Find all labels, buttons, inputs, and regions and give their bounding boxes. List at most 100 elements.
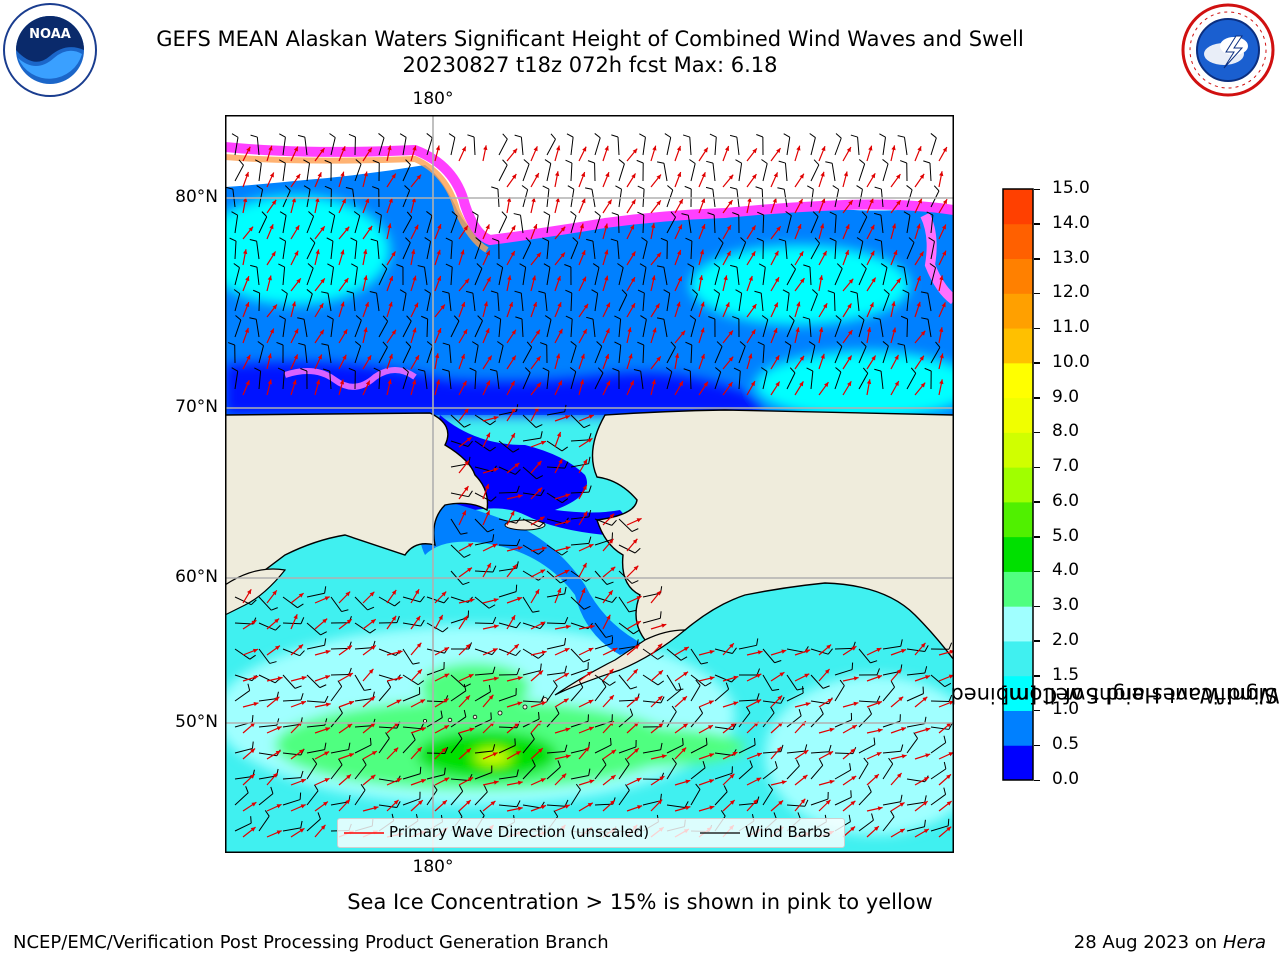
- wave-direction-arrow: [698, 147, 709, 162]
- wind-barb: [234, 159, 244, 182]
- wave-direction-arrow: [722, 751, 738, 760]
- wave-direction-arrow: [674, 224, 683, 240]
- wave-direction-arrow: [554, 773, 567, 786]
- wave-direction-arrow: [506, 173, 517, 188]
- wave-direction-arrow: [602, 223, 609, 240]
- wave-direction-arrow: [626, 538, 638, 552]
- wind-barb: [714, 367, 722, 390]
- wind-barb: [570, 237, 579, 260]
- wind-barb: [542, 237, 550, 260]
- wave-direction-arrow: [794, 355, 805, 370]
- wave-direction-arrow: [578, 587, 586, 604]
- wave-direction-arrow: [722, 381, 733, 396]
- wave-direction-arrow: [626, 747, 640, 760]
- wave-direction-arrow: [938, 250, 947, 266]
- wave-direction-arrow: [794, 223, 802, 240]
- wind-barb: [786, 759, 800, 780]
- wind-barb: [930, 723, 953, 730]
- wind-barb: [297, 134, 308, 156]
- wind-barb: [351, 263, 358, 286]
- colorbar-tick-mark: [1034, 709, 1040, 712]
- wind-barb: [930, 761, 947, 780]
- wind-barb: [471, 211, 479, 234]
- wave-direction-arrow: [746, 353, 753, 370]
- wind-barb: [546, 744, 568, 754]
- wind-barb: [802, 316, 812, 338]
- wind-barb: [354, 596, 375, 611]
- wind-barb: [900, 160, 908, 182]
- wave-direction-arrow: [866, 302, 874, 318]
- wave-direction-arrow: [938, 353, 944, 370]
- wind-barb: [474, 765, 493, 780]
- alaska-peninsula: [554, 629, 687, 696]
- wind-barb: [618, 674, 638, 690]
- wave-direction-arrow: [698, 753, 715, 760]
- wave-direction-arrow: [722, 356, 734, 370]
- wave-direction-arrow: [914, 330, 926, 344]
- wave-direction-arrow: [386, 145, 392, 162]
- wave-direction-arrow: [458, 146, 467, 162]
- wave-direction-arrow: [698, 172, 706, 188]
- wind-barb: [732, 316, 740, 338]
- wind-barb: [618, 708, 634, 728]
- wave-direction-arrow: [530, 516, 545, 526]
- wind-barb: [930, 787, 947, 806]
- wind-barb: [498, 738, 516, 754]
- wave-direction-arrow: [554, 624, 571, 630]
- wave-direction-arrow: [626, 251, 636, 266]
- wave-direction-arrow: [722, 275, 728, 292]
- wave-direction-arrow: [410, 145, 417, 162]
- wind-barb: [762, 674, 780, 691]
- wind-barb: [810, 289, 818, 312]
- colorbar-band: [1003, 675, 1033, 711]
- colorbar-tick-mark: [1034, 223, 1040, 225]
- wave-direction-arrow: [266, 696, 280, 708]
- wave-direction-arrow: [434, 304, 446, 318]
- wave-direction-arrow: [626, 327, 632, 344]
- wave-direction-arrow: [410, 746, 423, 760]
- wind-barb: [522, 466, 543, 480]
- wave-direction-arrow: [314, 777, 330, 786]
- wind-barb: [786, 744, 808, 754]
- wind-barb: [882, 744, 904, 754]
- wind-barb: [618, 622, 640, 635]
- wind-barb: [282, 617, 305, 625]
- wave-direction-arrow: [674, 723, 689, 734]
- wind-barb: [762, 744, 784, 754]
- colorbar-tick-label: 9.0: [1052, 386, 1080, 407]
- wave-direction-arrow: [482, 624, 499, 630]
- footer-date-text: 28 Aug 2023 on: [1073, 932, 1218, 953]
- wind-barb: [834, 315, 842, 338]
- wave-direction-arrow: [818, 145, 826, 162]
- wind-barb: [930, 642, 953, 650]
- wave-direction-arrow: [530, 650, 547, 656]
- wind-barb: [402, 341, 412, 364]
- wave-direction-arrow: [698, 676, 715, 682]
- wave-direction-arrow: [506, 780, 523, 786]
- wind-barb: [278, 159, 286, 182]
- storm-swell-north: [420, 663, 530, 711]
- wind-barb: [810, 648, 833, 655]
- wind-barb: [254, 159, 262, 182]
- wind-barb: [921, 317, 932, 338]
- wave-direction-arrow: [578, 276, 587, 292]
- wind-barb: [690, 760, 706, 780]
- wave-direction-arrow: [650, 669, 664, 682]
- wave-direction-arrow: [530, 569, 546, 578]
- wave-direction-arrow: [362, 750, 378, 760]
- wind-barb: [930, 133, 937, 156]
- wave-direction-arrow: [506, 676, 523, 682]
- wind-barb: [543, 263, 551, 286]
- wind-barb: [522, 596, 540, 613]
- wind-barb: [714, 237, 724, 260]
- wave-direction-arrow: [578, 197, 586, 214]
- wind-barb: [834, 341, 843, 364]
- wave-direction-arrow: [410, 249, 416, 266]
- wave-direction-arrow: [698, 700, 714, 708]
- wind-barb: [402, 619, 425, 627]
- wind-barb: [858, 341, 867, 364]
- wind-barb: [642, 648, 664, 660]
- wave-direction-arrow: [626, 805, 643, 812]
- wave-direction-arrow: [290, 277, 302, 292]
- wind-barb: [306, 742, 327, 754]
